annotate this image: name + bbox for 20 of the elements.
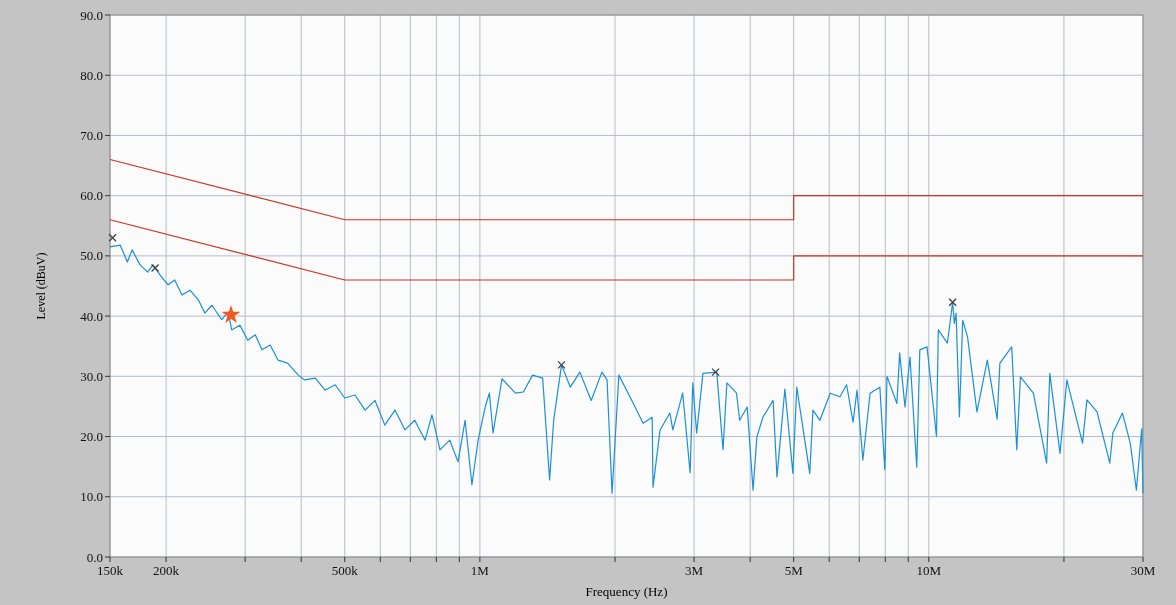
y-tick-label: 0.0: [86, 549, 103, 565]
y-tick-label: 60.0: [80, 188, 103, 204]
y-axis-title: Level (dBuV): [34, 252, 48, 320]
x-tick-label: 200k: [153, 563, 180, 578]
x-tick-label: 150k: [97, 563, 124, 578]
x-tick-label: 5M: [784, 563, 804, 578]
y-tick-label: 80.0: [80, 67, 103, 83]
x-tick-label: 30M: [1130, 563, 1156, 578]
y-tick-label: 90.0: [80, 7, 103, 23]
y-tick-label: 50.0: [80, 248, 103, 264]
y-tick-label: 70.0: [80, 127, 103, 143]
y-tick-label: 20.0: [80, 429, 103, 445]
x-axis-title: Frequency (Hz): [585, 584, 668, 599]
x-tick-label: 3M: [685, 563, 704, 578]
x-tick-label: 10M: [916, 563, 942, 578]
x-tick-label: 1M: [470, 563, 490, 578]
y-tick-label: 30.0: [80, 368, 103, 384]
x-tick-label: 500k: [331, 563, 359, 578]
y-tick-label: 40.0: [80, 308, 103, 324]
y-tick-label: 10.0: [80, 489, 103, 505]
